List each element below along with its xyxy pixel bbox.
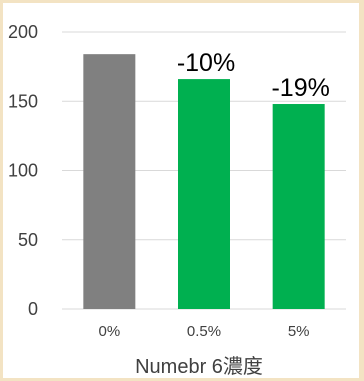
- y-axis-tick-labels: 0 50 100 150 200: [8, 22, 38, 319]
- bars: [83, 54, 325, 310]
- y-tick-label: 150: [8, 91, 38, 111]
- data-label: -19%: [271, 74, 329, 102]
- y-tick-label: 200: [8, 22, 38, 42]
- data-labels: -10% -19%: [177, 49, 330, 102]
- y-tick-label: 0: [28, 299, 38, 319]
- y-tick-label: 100: [8, 161, 38, 181]
- x-axis-tick-labels: 0% 0.5% 5%: [98, 323, 309, 340]
- x-tick-label: 0%: [98, 323, 120, 340]
- x-tick-label: 5%: [288, 323, 310, 340]
- bar: [83, 54, 136, 309]
- x-tick-label: 0.5%: [187, 323, 221, 340]
- bar: [178, 79, 230, 309]
- x-axis-label: Numebr 6濃度: [135, 355, 263, 378]
- y-tick-label: 50: [18, 230, 38, 250]
- bar: [272, 104, 325, 310]
- data-label: -10%: [177, 49, 235, 77]
